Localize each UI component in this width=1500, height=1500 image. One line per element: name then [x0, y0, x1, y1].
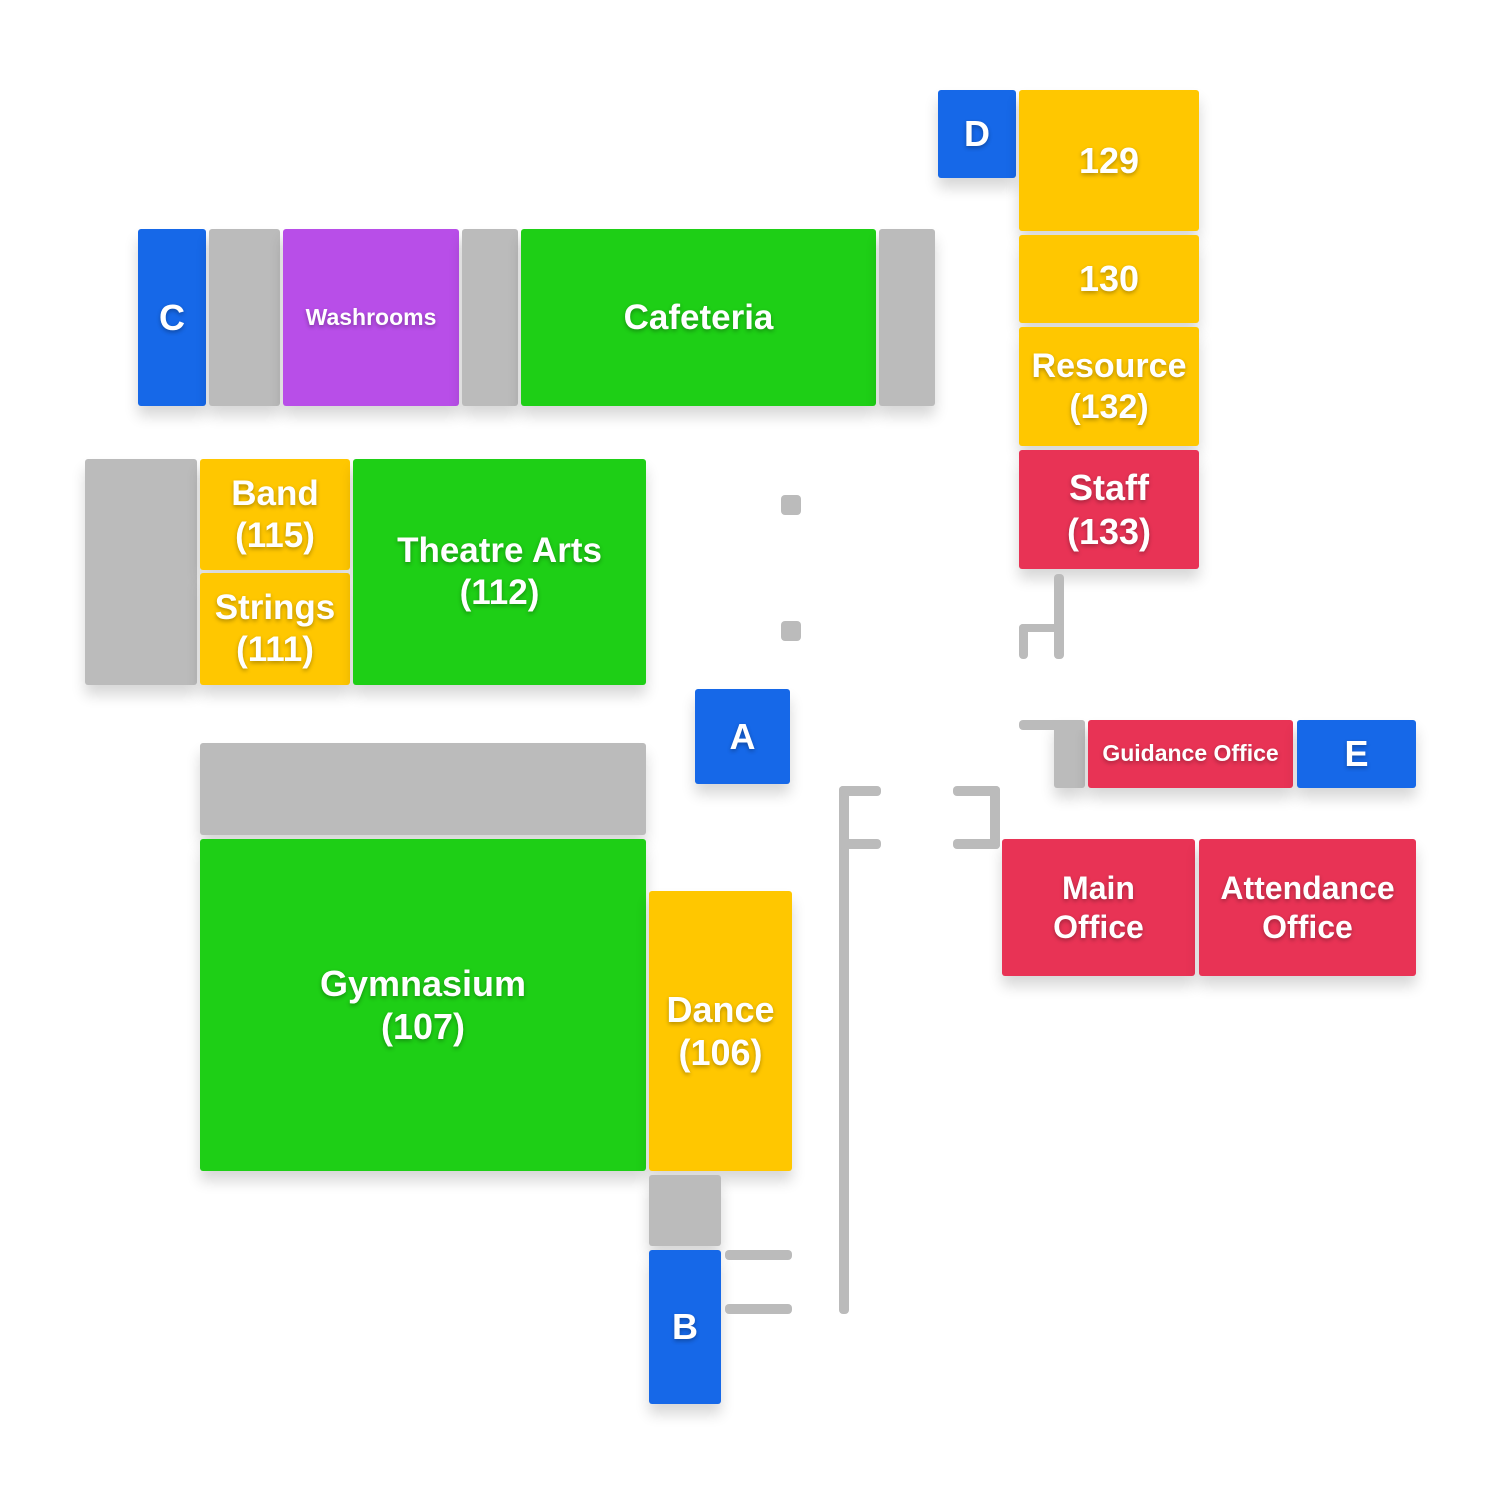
wall-line	[953, 786, 1000, 796]
wall-line	[1054, 574, 1064, 659]
wall-line	[953, 839, 1000, 849]
entrance-b[interactable]: B	[649, 1250, 721, 1404]
wall-line	[1019, 624, 1064, 632]
wall-line	[839, 786, 881, 796]
entrance-c[interactable]: C	[138, 229, 206, 406]
wall-line	[839, 786, 849, 1314]
entrance-e[interactable]: E	[1297, 720, 1416, 788]
room-strings[interactable]: Strings (111)	[200, 573, 350, 685]
wall-post	[781, 621, 801, 641]
room-washrooms[interactable]: Washrooms	[283, 229, 459, 406]
entrance-e-label: E	[1344, 733, 1369, 775]
wall-line	[1019, 720, 1085, 730]
room-attendance-office-label: Attendance Office	[1220, 870, 1395, 945]
hallway-segment	[462, 229, 518, 406]
entrance-a[interactable]: A	[695, 689, 790, 784]
room-resource[interactable]: Resource (132)	[1019, 327, 1199, 446]
wall-line	[725, 1250, 792, 1260]
room-theatre-arts[interactable]: Theatre Arts (112)	[353, 459, 646, 685]
room-gymnasium[interactable]: Gymnasium (107)	[200, 839, 646, 1171]
room-main-office-label: Main Office	[1053, 870, 1144, 945]
room-130-label: 130	[1078, 258, 1140, 300]
entrance-d[interactable]: D	[938, 90, 1016, 178]
room-dance-label: Dance (106)	[666, 988, 775, 1073]
entrance-a-label: A	[729, 715, 756, 757]
wall-line	[1019, 624, 1028, 659]
room-dance[interactable]: Dance (106)	[649, 891, 792, 1171]
room-band-label: Band (115)	[231, 473, 319, 555]
room-130[interactable]: 130	[1019, 235, 1199, 323]
room-band[interactable]: Band (115)	[200, 459, 350, 570]
entrance-d-label: D	[964, 113, 990, 155]
wall-post	[781, 495, 801, 515]
room-129[interactable]: 129	[1019, 90, 1199, 231]
hallway-segment	[209, 229, 280, 406]
hallway-segment	[85, 459, 197, 685]
wall-line	[990, 786, 1000, 849]
room-strings-label: Strings (111)	[214, 588, 336, 669]
room-main-office[interactable]: Main Office	[1002, 839, 1195, 976]
room-attendance-office[interactable]: Attendance Office	[1199, 839, 1416, 976]
entrance-c-label: C	[159, 296, 185, 338]
room-guidance-office-label: Guidance Office	[1102, 740, 1279, 767]
hallway-segment	[879, 229, 935, 406]
wall-line	[725, 1304, 792, 1314]
room-washrooms-label: Washrooms	[305, 303, 437, 330]
room-theatre-arts-label: Theatre Arts (112)	[397, 531, 602, 612]
room-staff[interactable]: Staff (133)	[1019, 450, 1199, 569]
hallway-segment	[200, 743, 646, 835]
room-staff-label: Staff (133)	[1066, 467, 1152, 552]
room-cafeteria-label: Cafeteria	[623, 297, 774, 337]
room-cafeteria[interactable]: Cafeteria	[521, 229, 876, 406]
hallway-segment	[1054, 720, 1085, 788]
hallway-segment	[649, 1175, 721, 1246]
entrance-b-label: B	[672, 1306, 698, 1348]
room-guidance-office[interactable]: Guidance Office	[1088, 720, 1293, 788]
wall-line	[839, 839, 881, 849]
room-resource-label: Resource (132)	[1031, 346, 1187, 426]
room-gymnasium-label: Gymnasium (107)	[319, 962, 527, 1047]
room-129-label: 129	[1078, 139, 1140, 181]
